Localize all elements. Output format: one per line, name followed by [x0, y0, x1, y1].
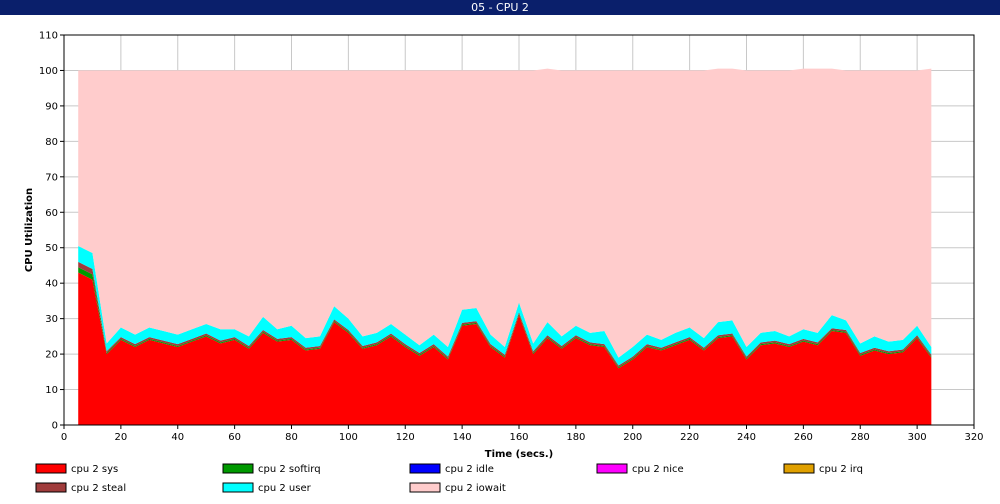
y-tick-label: 70 — [45, 172, 58, 183]
x-tick-label: 120 — [396, 432, 415, 443]
x-tick-label: 260 — [794, 432, 813, 443]
legend-swatch — [596, 463, 628, 474]
legend-swatch — [783, 463, 815, 474]
legend-label: cpu 2 nice — [632, 464, 684, 475]
legend-label: cpu 2 idle — [445, 464, 494, 475]
legend-swatch — [35, 463, 67, 474]
legend-item-cpu-2-nice: cpu 2 nice — [596, 463, 684, 475]
x-axis-title: Time (secs.) — [485, 449, 554, 460]
x-tick-label: 300 — [908, 432, 927, 443]
legend-item-cpu-2-idle: cpu 2 idle — [409, 463, 494, 475]
x-tick-label: 80 — [285, 432, 298, 443]
legend-label: cpu 2 sys — [71, 464, 118, 475]
y-tick-label: 60 — [45, 208, 58, 219]
x-tick-label: 140 — [453, 432, 472, 443]
x-axis: 0 20 40 60 80 100 120 140 160 180 200 220 240 260 280 3… — [61, 425, 984, 443]
x-tick-label: 160 — [509, 432, 528, 443]
legend-item-cpu-2-softirq: cpu 2 softirq — [222, 463, 321, 475]
x-tick-label: 100 — [339, 432, 358, 443]
legend-item-cpu-2-user: cpu 2 user — [222, 482, 312, 494]
area-cpu-2-user — [78, 245, 932, 366]
legend-item-cpu-2-irq: cpu 2 irq — [783, 463, 863, 475]
y-tick-label: 40 — [45, 279, 58, 290]
y-axis: 0 10 20 30 40 50 60 70 80 90 100 110 — [39, 31, 64, 432]
x-tick-label: 20 — [115, 432, 128, 443]
legend-swatch — [222, 463, 254, 474]
x-tick-label: 180 — [566, 432, 585, 443]
x-tick-label: 320 — [964, 432, 983, 443]
legend-label: cpu 2 iowait — [445, 483, 506, 494]
y-tick-label: 110 — [39, 31, 58, 42]
y-tick-label: 0 — [52, 421, 58, 432]
y-axis-title: CPU Utilization — [24, 188, 35, 272]
legend-item-cpu-2-iowait: cpu 2 iowait — [409, 482, 506, 494]
area-cpu-2-sys — [78, 272, 932, 425]
y-tick-label: 10 — [45, 385, 58, 396]
cpu-utilization-chart: 0 20 40 60 80 100 120 140 160 180 200 220 240 260 280 3… — [24, 31, 984, 495]
y-tick-label: 90 — [45, 101, 58, 112]
x-tick-label: 60 — [228, 432, 241, 443]
area-cpu-2-iowait — [78, 68, 932, 358]
y-tick-label: 80 — [45, 137, 58, 148]
legend: cpu 2 sys cpu 2 softirq cpu 2 idle cpu 2 ni… — [35, 463, 863, 494]
legend-swatch — [222, 482, 254, 493]
legend-label: cpu 2 softirq — [258, 464, 321, 475]
x-tick-label: 40 — [171, 432, 184, 443]
legend-label: cpu 2 steal — [71, 483, 126, 494]
x-tick-label: 200 — [623, 432, 642, 443]
x-tick-label: 0 — [61, 432, 67, 443]
y-tick-label: 20 — [45, 350, 58, 361]
legend-label: cpu 2 user — [258, 483, 312, 494]
y-tick-label: 100 — [39, 66, 58, 77]
y-tick-label: 50 — [45, 243, 58, 254]
window-title: 05 - CPU 2 — [0, 0, 1000, 15]
y-tick-label: 30 — [45, 314, 58, 325]
x-tick-label: 220 — [680, 432, 699, 443]
legend-label: cpu 2 irq — [819, 464, 863, 475]
legend-item-cpu-2-sys: cpu 2 sys — [35, 463, 118, 475]
legend-swatch — [35, 482, 67, 493]
data-areas — [78, 68, 932, 425]
legend-swatch — [409, 463, 441, 474]
legend-swatch — [409, 482, 441, 493]
legend-item-cpu-2-steal: cpu 2 steal — [35, 482, 126, 494]
x-tick-label: 280 — [851, 432, 870, 443]
x-tick-label: 240 — [737, 432, 756, 443]
